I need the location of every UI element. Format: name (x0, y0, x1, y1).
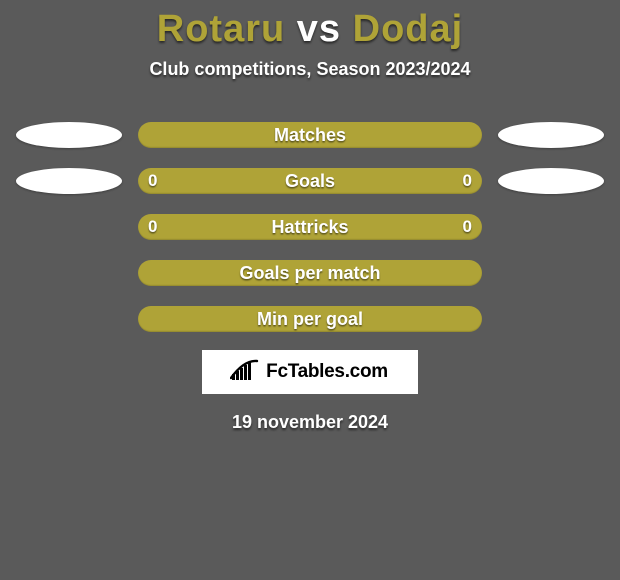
title-vs: Rotaru vs Dodaj (157, 8, 463, 51)
stat-label: Goals per match (239, 263, 380, 284)
stat-right-value: 0 (463, 217, 472, 237)
left-ellipse (16, 168, 122, 194)
left-ellipse (16, 122, 122, 148)
title-vs-word: vs (297, 8, 341, 50)
right-ellipse (498, 168, 604, 194)
title-player1: Rotaru (157, 8, 285, 50)
logo-text: FcTables.com (266, 361, 388, 383)
stat-label: Goals (285, 171, 335, 192)
date-text: 19 november 2024 (232, 412, 388, 433)
stat-left-value: 0 (148, 217, 157, 237)
stat-row: Goals per match (0, 260, 620, 286)
right-ellipse (498, 122, 604, 148)
stat-label: Hattricks (271, 217, 348, 238)
stat-row: Min per goal (0, 306, 620, 332)
stat-bar: 0 Goals 0 (138, 168, 482, 194)
stat-bar: 0 Hattricks 0 (138, 214, 482, 240)
stat-left-value: 0 (148, 171, 157, 191)
stat-label: Matches (274, 125, 346, 146)
stat-right-value: 0 (463, 171, 472, 191)
fctables-logo: FcTables.com (202, 350, 418, 394)
stat-row: Matches (0, 122, 620, 148)
stat-bar: Min per goal (138, 306, 482, 332)
stat-label: Min per goal (257, 309, 363, 330)
logo-chart-icon (230, 358, 262, 387)
stat-row: 0 Hattricks 0 (0, 214, 620, 240)
infographic-content: Rotaru vs Dodaj Club competitions, Seaso… (0, 0, 620, 580)
stat-rows: Matches 0 Goals 0 0 Hattricks 0 (0, 122, 620, 332)
stat-bar: Matches (138, 122, 482, 148)
stat-bar: Goals per match (138, 260, 482, 286)
subtitle: Club competitions, Season 2023/2024 (149, 59, 470, 80)
title-player2: Dodaj (353, 8, 464, 50)
stat-row: 0 Goals 0 (0, 168, 620, 194)
